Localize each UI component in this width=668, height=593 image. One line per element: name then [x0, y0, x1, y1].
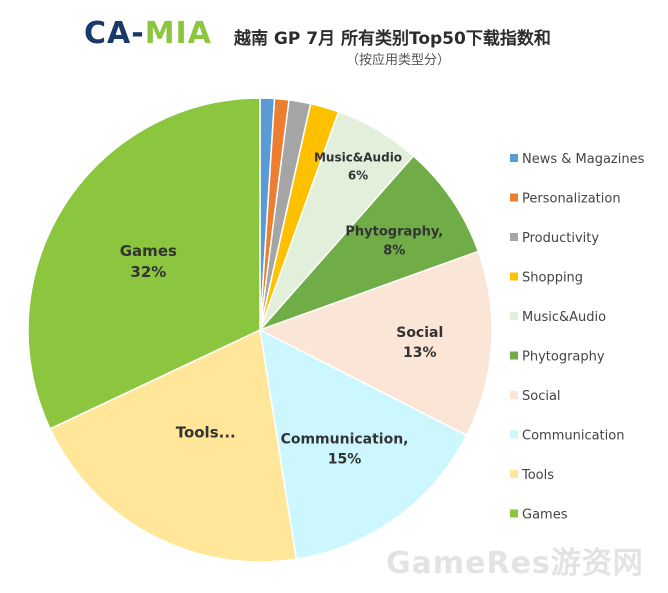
- legend-label-shopping: Shopping: [522, 271, 583, 286]
- legend-item-music-audio: Music&Audio: [510, 310, 606, 325]
- legend-item-productivity: Productivity: [510, 231, 599, 246]
- legend-swatch-games: [510, 509, 518, 518]
- legend-swatch-phytography: [510, 351, 518, 360]
- legend-swatch-music-audio: [510, 312, 518, 320]
- legend-swatch-news-magazines: [510, 154, 518, 162]
- legend-swatch-communication: [510, 430, 518, 439]
- legend-item-communication: Communication: [510, 429, 624, 444]
- gameres-watermark: GameRes游资网: [386, 546, 644, 581]
- slice-label-communication: Communication,: [281, 431, 409, 447]
- legend-item-tools: Tools: [510, 468, 554, 483]
- slice-label-social: Social: [396, 325, 443, 341]
- pie-slice-social: [258, 250, 493, 437]
- pie-slice-phytography: [259, 154, 480, 331]
- slice-label-games: Games: [120, 242, 177, 260]
- logo-dash-text: -: [131, 16, 145, 51]
- slice-label-phytography: Phytography,: [345, 225, 443, 240]
- legend-item-social: Social: [510, 389, 561, 404]
- logo-left-text: CA: [84, 16, 132, 51]
- legend-label-communication: Communication: [522, 429, 624, 444]
- legend-label-news-magazines: News & Magazines: [522, 152, 645, 167]
- slice-label-tools: Tools...: [176, 424, 236, 442]
- legend-swatch-shopping: [510, 272, 518, 281]
- pie-labels: Music&Audio 6% Phytography, 8% Social 13% Comm…: [120, 150, 444, 467]
- legend-item-personalization: Personalization: [510, 192, 621, 207]
- ca-mia-logo: CA-MIA: [84, 16, 212, 52]
- legend-label-tools: Tools: [521, 468, 554, 483]
- chart-title: 越南 GP 7月 所有类别Top50下载指数和: [234, 29, 551, 49]
- legend-swatch-personalization: [510, 193, 518, 202]
- legend-label-productivity: Productivity: [522, 231, 599, 246]
- pie-slices: [27, 97, 493, 563]
- legend-label-phytography: Phytography: [522, 350, 605, 365]
- slice-percent-music-audio: 6%: [348, 168, 368, 182]
- pie-slice-tools: [49, 328, 298, 563]
- logo-right-text: MIA: [144, 16, 212, 51]
- legend-item-news-magazines: News & Magazines: [510, 152, 645, 167]
- legend-swatch-tools: [510, 470, 518, 478]
- legend-label-social: Social: [522, 389, 561, 404]
- chart-subtitle: （按应用类型分）: [346, 53, 451, 68]
- legend-label-games: Games: [522, 508, 568, 523]
- legend-swatch-social: [510, 391, 518, 399]
- legend-swatch-productivity: [510, 233, 518, 241]
- legend-item-shopping: Shopping: [510, 271, 583, 286]
- slice-percent-communication: 15%: [328, 451, 362, 467]
- slice-percent-social: 13%: [403, 345, 437, 361]
- chart-legend: News & Magazines Personalization Productiv…: [510, 152, 645, 523]
- legend-item-phytography: Phytography: [510, 350, 605, 365]
- slice-label-music-audio: Music&Audio: [314, 150, 402, 164]
- legend-label-music-audio: Music&Audio: [522, 310, 606, 325]
- legend-item-games: Games: [510, 508, 568, 523]
- pie-slice-games: [27, 97, 261, 430]
- pie-slice-communication: [259, 328, 468, 561]
- slice-percent-games: 32%: [130, 263, 166, 281]
- slice-percent-phytography: 8%: [383, 244, 405, 259]
- legend-label-personalization: Personalization: [522, 192, 621, 207]
